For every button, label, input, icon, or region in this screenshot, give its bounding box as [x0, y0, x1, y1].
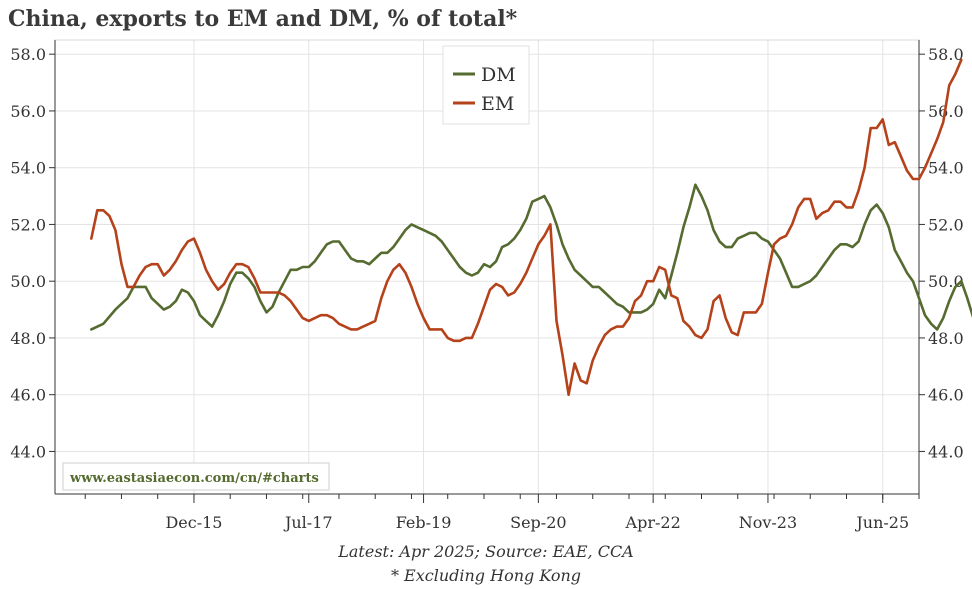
- chart-canvas: Dec-15 Jul-17 Feb-19 Sep-20 Apr-22 Nov-23 Jun-…: [10, 39, 972, 532]
- y-tick-label-left: 48.0: [10, 329, 46, 348]
- y-tick-label-left: 50.0: [10, 272, 46, 291]
- legend-box: [442, 45, 530, 125]
- footnote: * Excluding Hong Kong: [390, 566, 582, 585]
- y-tick-label-right: 54.0: [928, 159, 964, 178]
- y-tick-label-right: 46.0: [928, 386, 964, 405]
- legend-label-dm: DM: [481, 64, 516, 86]
- x-tick-label: Jun-25: [854, 513, 909, 532]
- x-tick-label: Apr-22: [625, 513, 681, 532]
- watermark: www.eastasiaecon.com/cn/#charts: [62, 462, 330, 491]
- legend-label-em: EM: [481, 93, 514, 115]
- watermark-text: www.eastasiaecon.com/cn/#charts: [69, 471, 319, 486]
- y-tick-label-right: 52.0: [928, 215, 964, 234]
- series-layer: [90, 58, 972, 397]
- source-note: Latest: Apr 2025; Source: EAE, CCA: [338, 542, 634, 561]
- x-tick-label: Feb-19: [396, 513, 452, 532]
- x-tick-label: Sep-20: [510, 513, 566, 532]
- y-tick-label-left: 58.0: [10, 45, 46, 64]
- chart-title: China, exports to EM and DM, % of total*: [8, 6, 518, 32]
- y-tick-label-left: 56.0: [10, 102, 46, 121]
- y-tick-label-left: 54.0: [10, 159, 46, 178]
- legend: DM EM: [442, 45, 530, 125]
- y-tick-label-right: 48.0: [928, 329, 964, 348]
- series-line-dm: [90, 183, 972, 331]
- y-tick-label-right: 44.0: [928, 442, 964, 461]
- x-tick-label: Dec-15: [165, 513, 222, 532]
- watermark-box: [62, 462, 330, 491]
- x-tick-label: Nov-23: [739, 513, 797, 532]
- axes-layer: Dec-15 Jul-17 Feb-19 Sep-20 Apr-22 Nov-23 Jun-…: [10, 40, 964, 532]
- y-tick-label-right: 50.0: [928, 272, 964, 291]
- series-line-em: [90, 58, 963, 397]
- x-tick-label: Jul-17: [283, 513, 333, 532]
- y-tick-label-right: 58.0: [928, 45, 964, 64]
- y-tick-label-left: 52.0: [10, 215, 46, 234]
- y-tick-label-left: 46.0: [10, 386, 46, 405]
- y-tick-label-left: 44.0: [10, 442, 46, 461]
